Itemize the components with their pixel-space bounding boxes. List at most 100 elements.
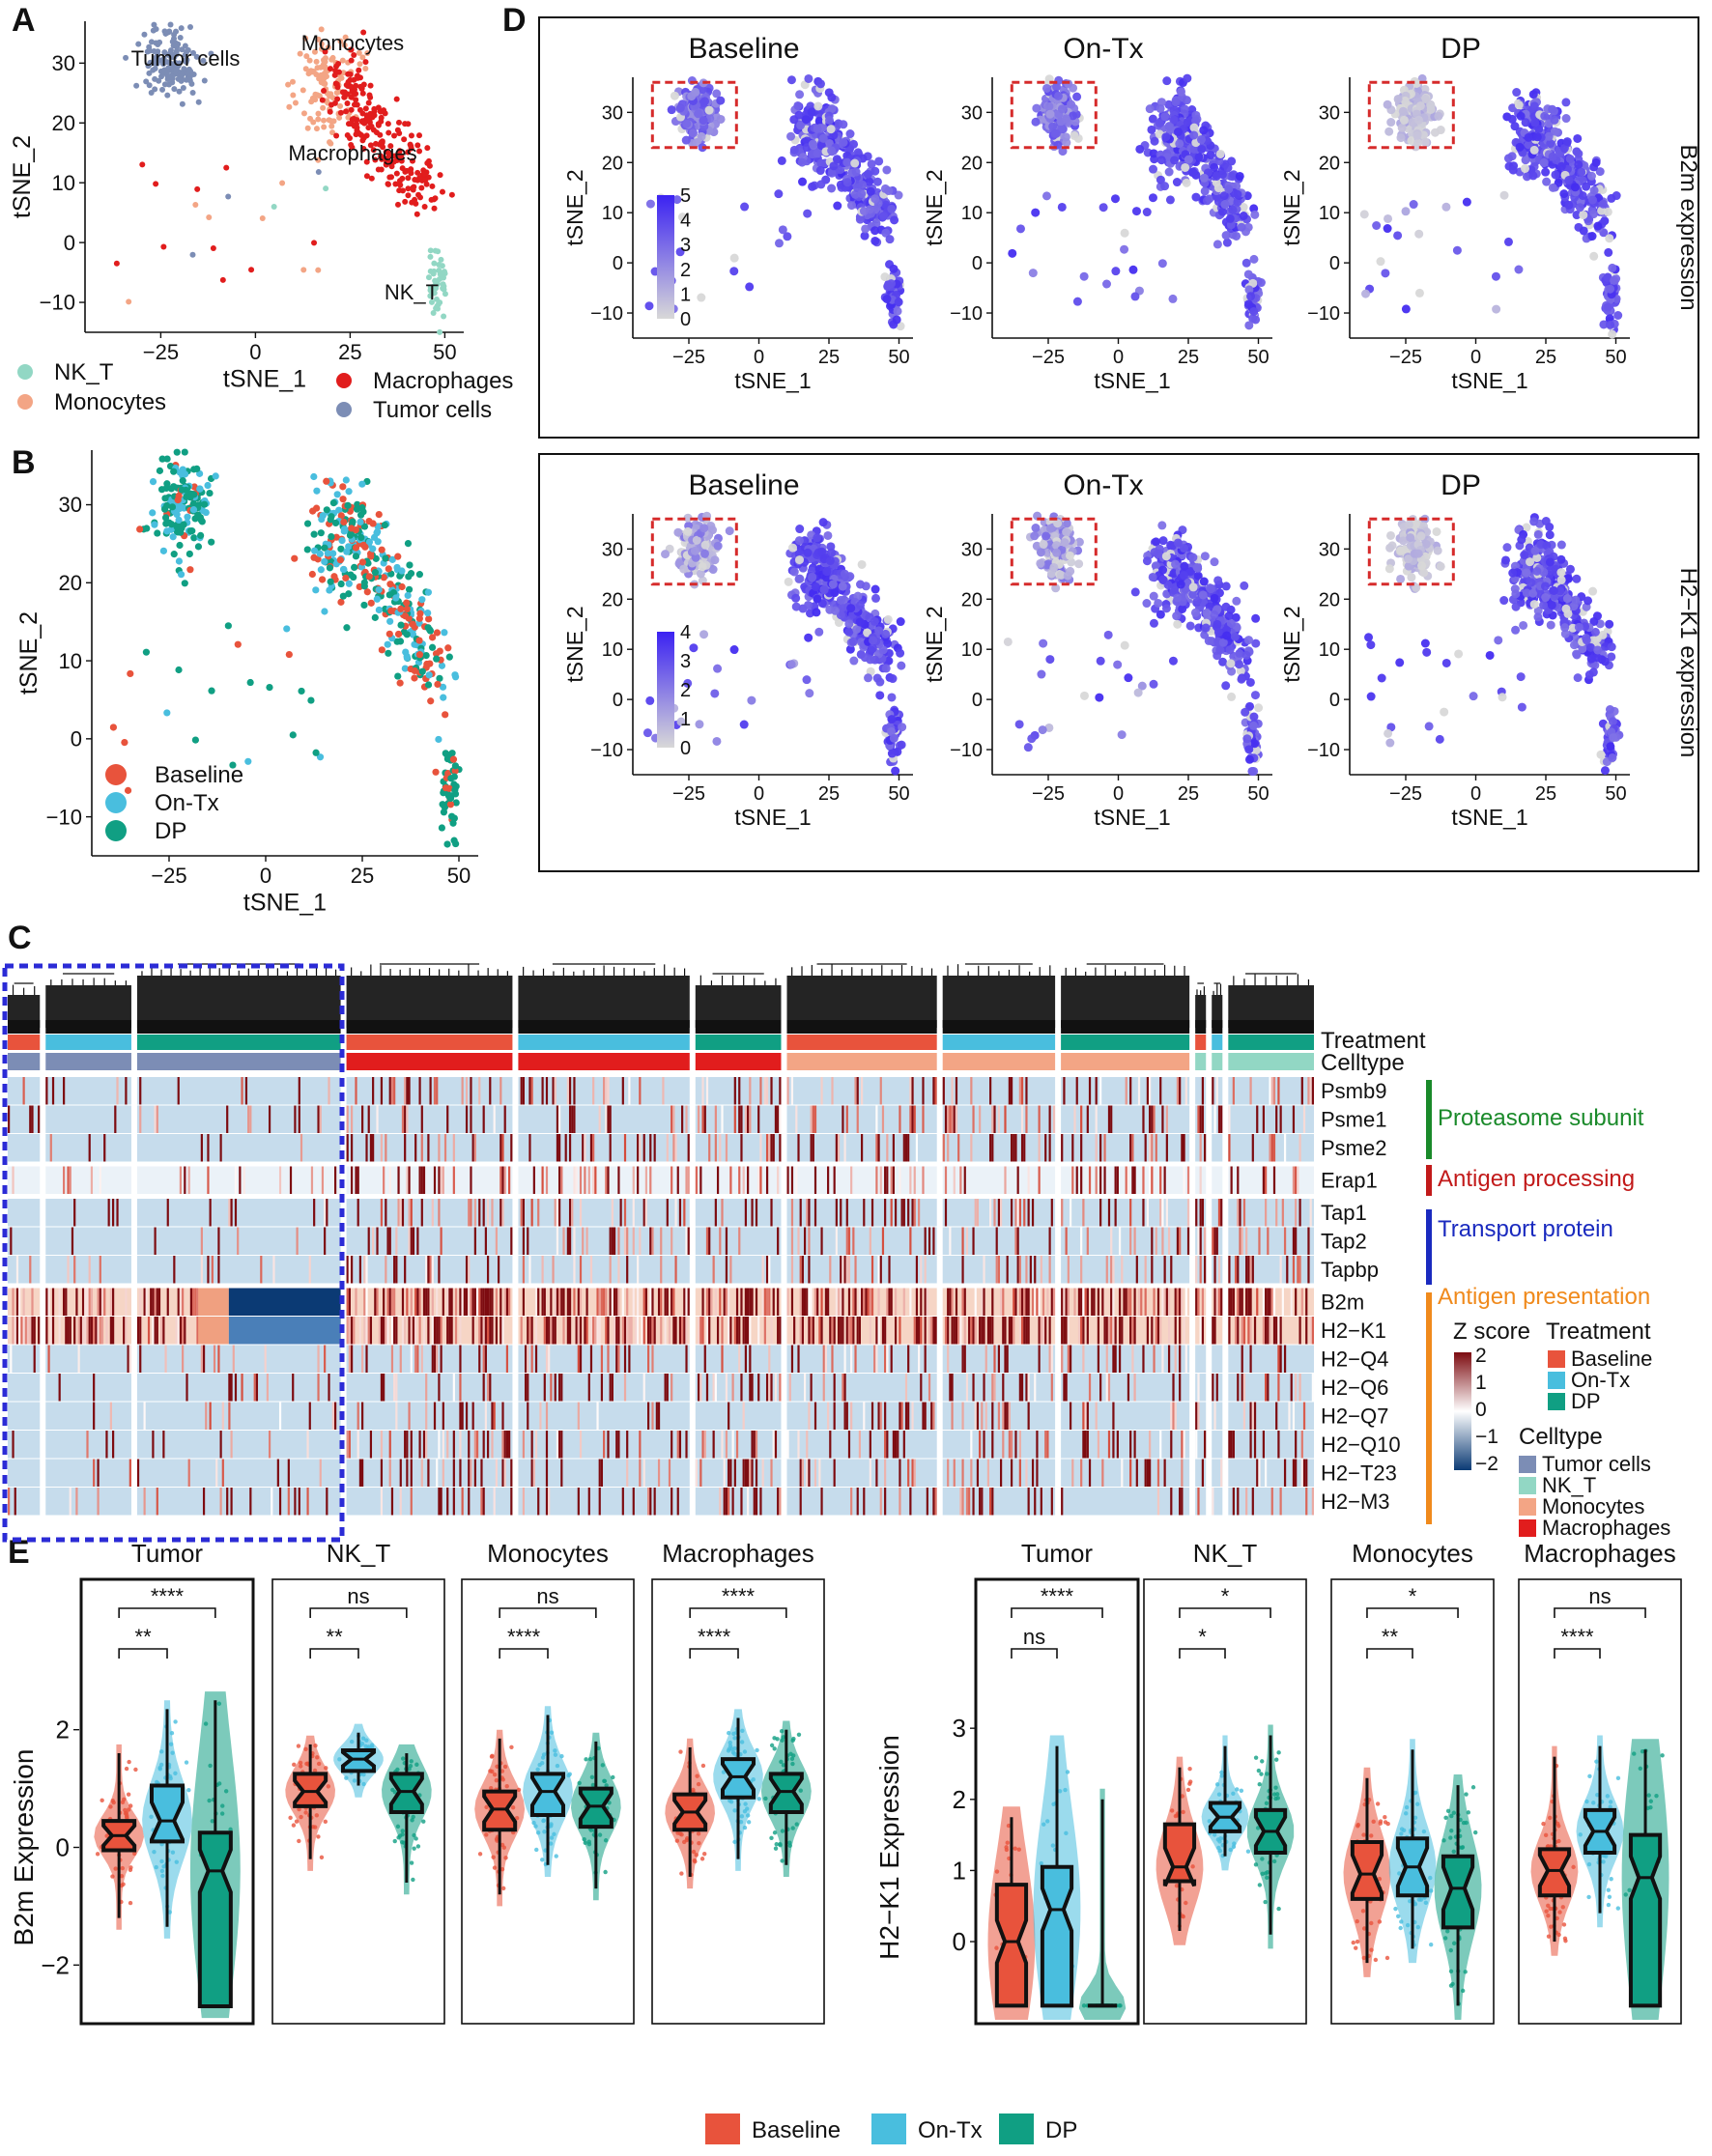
cell-point [167, 47, 174, 54]
cell-point [190, 534, 198, 542]
cell-point [1422, 647, 1432, 657]
cell-point [345, 488, 353, 496]
cell-point [716, 114, 726, 124]
cell-point [1591, 157, 1601, 167]
cell-point [1385, 530, 1395, 540]
cell-point [341, 42, 348, 48]
cell-point [1361, 289, 1371, 298]
cell-point [1517, 535, 1527, 545]
cell-point [303, 53, 310, 60]
heatmap-cell [81, 1288, 85, 1316]
cell-point [337, 512, 345, 520]
cell-point [1533, 612, 1543, 622]
cell-point [425, 671, 433, 679]
cell-point [399, 175, 406, 182]
y-tick-label: 10 [961, 203, 983, 224]
cell-point [422, 652, 430, 660]
cell-point [1521, 118, 1530, 128]
cell-point [184, 513, 191, 521]
cell-point [302, 66, 309, 72]
cell-point [375, 166, 382, 173]
cell-point [1570, 183, 1580, 192]
cell-point [803, 209, 813, 218]
cell-point [442, 711, 449, 719]
cell-point [814, 116, 824, 126]
cell-point [181, 448, 188, 456]
cell-point [175, 516, 183, 525]
x-tick-label: 25 [338, 340, 361, 364]
cell-point [379, 139, 385, 146]
cell-point [1434, 111, 1443, 121]
cluster-label: NK_T [385, 280, 439, 304]
cell-point [160, 243, 167, 250]
cell-point [1417, 561, 1427, 571]
cell-point [1096, 656, 1105, 666]
cell-point [436, 276, 442, 283]
cell-point [190, 491, 198, 498]
cell-point [1559, 189, 1569, 199]
cell-point [431, 290, 438, 297]
cell-point [401, 136, 408, 143]
heatmap-cell [97, 1288, 100, 1316]
cell-point [362, 59, 369, 66]
cell-point [870, 226, 880, 236]
cell-point [1188, 590, 1198, 600]
cell-point [1414, 288, 1424, 298]
cell-point [870, 584, 880, 594]
cell-point [826, 125, 836, 134]
heatmap-cell [31, 1288, 34, 1316]
cell-point [1182, 178, 1191, 187]
cell-point [449, 755, 458, 763]
cell-point [1182, 96, 1191, 105]
column-title: On-Tx [1063, 469, 1143, 501]
cell-point [351, 115, 357, 122]
cell-point [363, 114, 370, 121]
cell-point [329, 550, 337, 557]
heatmap-cell [298, 1077, 300, 1105]
cell-point [160, 55, 167, 62]
cell-point [794, 110, 804, 120]
cell-point [246, 678, 254, 687]
cell-point [375, 104, 382, 111]
cell-point [1412, 130, 1422, 140]
cell-point [300, 267, 307, 273]
cell-point [315, 267, 322, 273]
dendrogram-base [136, 1020, 341, 1034]
heatmap-cell [58, 1374, 61, 1402]
cell-point [1052, 82, 1062, 92]
cell-point [1171, 559, 1181, 569]
cell-point [343, 548, 351, 555]
cell-point [1586, 171, 1596, 181]
cell-point [1041, 531, 1051, 541]
cell-point [386, 617, 394, 625]
cell-point [1023, 743, 1033, 752]
cell-point [443, 840, 451, 848]
cell-point [374, 527, 382, 536]
heatmap-row-bg [8, 1488, 41, 1516]
cell-point [695, 720, 704, 729]
cell-point [172, 61, 179, 68]
cell-point [383, 149, 389, 156]
cluster-label: Macrophages [288, 141, 416, 165]
cell-point [813, 533, 822, 543]
cell-point [363, 158, 370, 165]
cell-point [188, 527, 196, 535]
cell-point [823, 530, 833, 540]
heatmap-cell [86, 1431, 89, 1459]
cell-point [409, 620, 416, 628]
cell-point [208, 538, 215, 546]
cell-point [387, 607, 395, 615]
cell-point [393, 157, 400, 164]
dendrogram-mass [136, 976, 341, 1028]
heatmap-row-bg [45, 1402, 131, 1430]
y-axis-title: tSNE_2 [15, 611, 43, 695]
heatmap-cell [51, 1317, 55, 1345]
x-tick-label: 50 [433, 340, 456, 364]
cell-point [1359, 210, 1369, 219]
cell-point [1605, 234, 1614, 243]
cell-point [1102, 279, 1112, 289]
cell-point [438, 256, 444, 263]
cell-point [1519, 620, 1528, 630]
cell-point [343, 624, 351, 632]
cell-point [362, 105, 369, 112]
